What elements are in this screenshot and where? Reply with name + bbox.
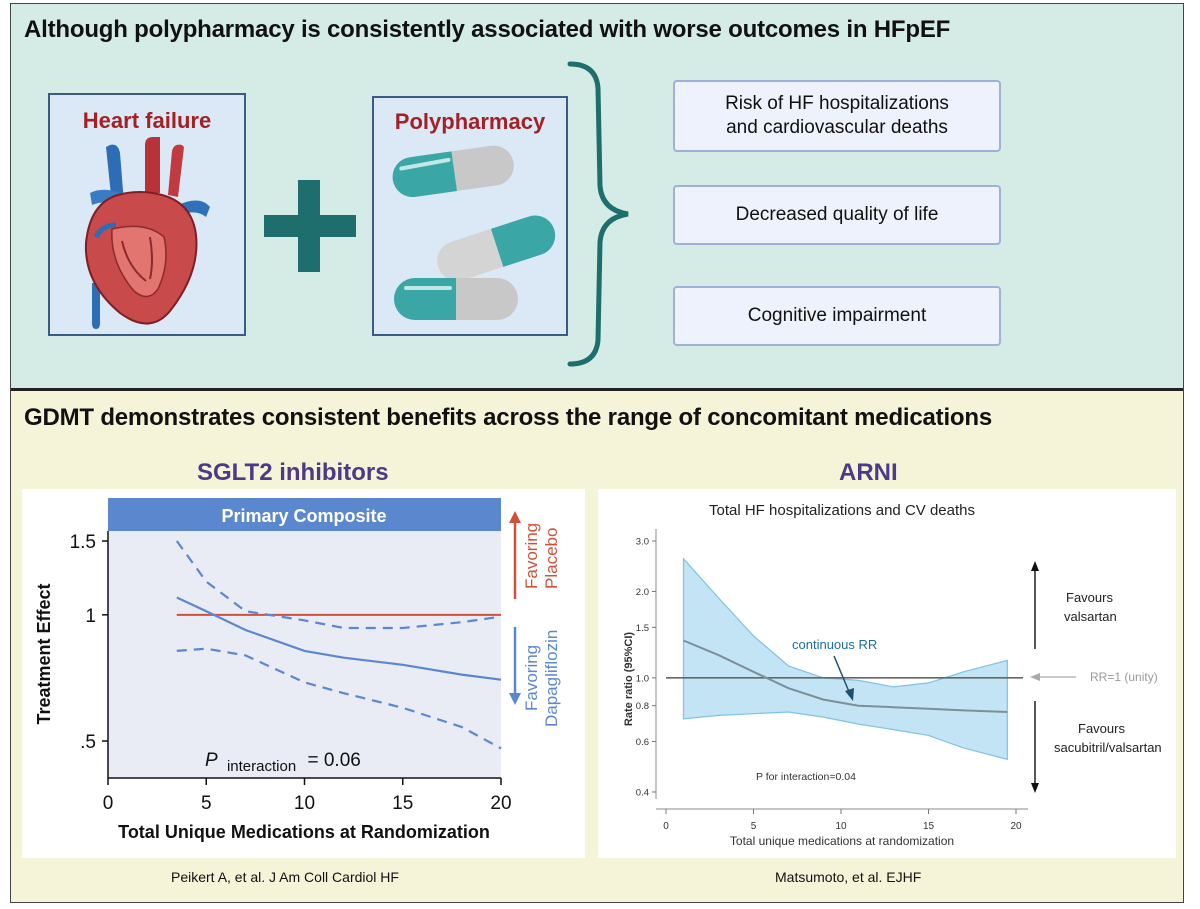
heart-failure-card: Heart failure: [48, 93, 246, 336]
right-citation: Matsumoto, et al. EJHF: [775, 869, 922, 885]
y-tick-label: 3.0: [636, 537, 649, 548]
x-tick-label: 5: [751, 821, 757, 832]
chart-header-bar: [108, 498, 501, 531]
y-tick-label: 2.0: [636, 587, 649, 598]
chart-title: Primary Composite: [221, 506, 386, 526]
left-subtitle: SGLT2 inhibitors: [197, 459, 389, 486]
y-tick-label: 1.0: [636, 673, 649, 684]
heart-failure-title: Heart failure: [82, 108, 212, 133]
outcome-cognitive-impairment: Cognitive impairment: [673, 286, 1001, 346]
top-section-title: Although polypharmacy is consistently as…: [24, 16, 951, 43]
chart-title: Total HF hospitalizations and CV deaths: [709, 502, 975, 519]
left-citation: Peikert A, et al. J Am Coll Cardiol HF: [171, 869, 399, 885]
plus-icon: [264, 180, 356, 272]
sglt2-chart: Primary Composite 1.51.5 0 5 10 15 20 Treatm…: [34, 498, 561, 842]
estimate-line: [176, 596, 502, 681]
x-tick-label: 15: [923, 821, 935, 832]
favor-dapagliflozin-label-2: Dapagliflozin: [542, 630, 561, 727]
pills-icon: [392, 145, 556, 320]
heart-icon: [84, 137, 210, 329]
favours-valsartan-label-1: Favours: [1066, 590, 1113, 605]
y-tick-label: 0.8: [636, 701, 649, 712]
figure-frame: [10, 3, 1184, 903]
y-tick-label: 1.5: [636, 623, 649, 634]
favours-valsartan-label-2: valsartan: [1064, 609, 1117, 624]
confidence-band: [682, 557, 1008, 761]
p-interaction-annotation: P interaction = 0.06: [205, 750, 361, 776]
p-interaction-label: P for interaction=0.04: [756, 771, 856, 783]
x-axis-label: Total unique medications at randomizatio…: [730, 834, 954, 848]
x-tick-label: 0: [103, 793, 114, 814]
polypharmacy-card: Polypharmacy: [372, 96, 568, 336]
y-tick-label: 0.6: [636, 737, 649, 748]
upper-ci-line: [175, 540, 502, 630]
estimate-line: [683, 639, 1008, 713]
right-subtitle: ARNI: [839, 459, 898, 486]
plot-area: [108, 531, 501, 778]
sglt2-chart-panel: Primary Composite 1.5 1.5 0 5 10 15 20 Treatm…: [22, 489, 585, 858]
polypharmacy-title: Polypharmacy: [394, 109, 546, 134]
outcome-hf-hospitalizations: Risk of HF hospitalizations and cardiova…: [673, 80, 1001, 152]
arni-chart: Total HF hospitalizations and CV deaths …: [623, 502, 1162, 848]
x-tick-label: 20: [1010, 821, 1022, 832]
arni-chart-panel: Total HF hospitalizations and CV deaths …: [598, 489, 1176, 858]
x-tick-label: 10: [294, 793, 315, 814]
favours-sacubitril-label-1: Favours: [1078, 721, 1125, 736]
x-tick-label: 20: [490, 793, 511, 814]
favours-sacubitril-label-2: sacubitril/valsartan: [1054, 740, 1162, 755]
y-tick-label: 1.5: [70, 532, 96, 553]
x-tick-label: 15: [392, 793, 413, 814]
y-axis-label: Treatment Effect: [34, 583, 54, 724]
favor-placebo-label-1: Favoring: [522, 523, 541, 589]
y-axis-label: Rate ratio (95%CI): [623, 632, 635, 726]
x-axis-label: Total Unique Medications at Randomizatio…: [118, 822, 490, 842]
y-tick-label: 1: [85, 606, 96, 627]
y-tick-label: 0.4: [636, 788, 649, 799]
favor-placebo-label-2: Placebo: [542, 528, 561, 589]
curve-label-arrow: [833, 655, 851, 695]
curly-brace-icon: [567, 61, 629, 367]
lower-ci-line: [176, 647, 502, 750]
x-tick-label: 0: [663, 821, 669, 832]
curve-label: continuous RR: [792, 637, 877, 652]
favor-dapagliflozin-label-1: Favoring: [522, 645, 541, 711]
section-divider: [11, 388, 1183, 391]
outcome-quality-of-life: Decreased quality of life: [673, 185, 1001, 245]
x-tick-label: 10: [835, 821, 847, 832]
y-tick-label: .5: [80, 732, 96, 753]
unity-label: RR=1 (unity): [1090, 670, 1158, 684]
bottom-section-title: GDMT demonstrates consistent benefits ac…: [24, 404, 992, 431]
x-tick-label: 5: [201, 793, 212, 814]
